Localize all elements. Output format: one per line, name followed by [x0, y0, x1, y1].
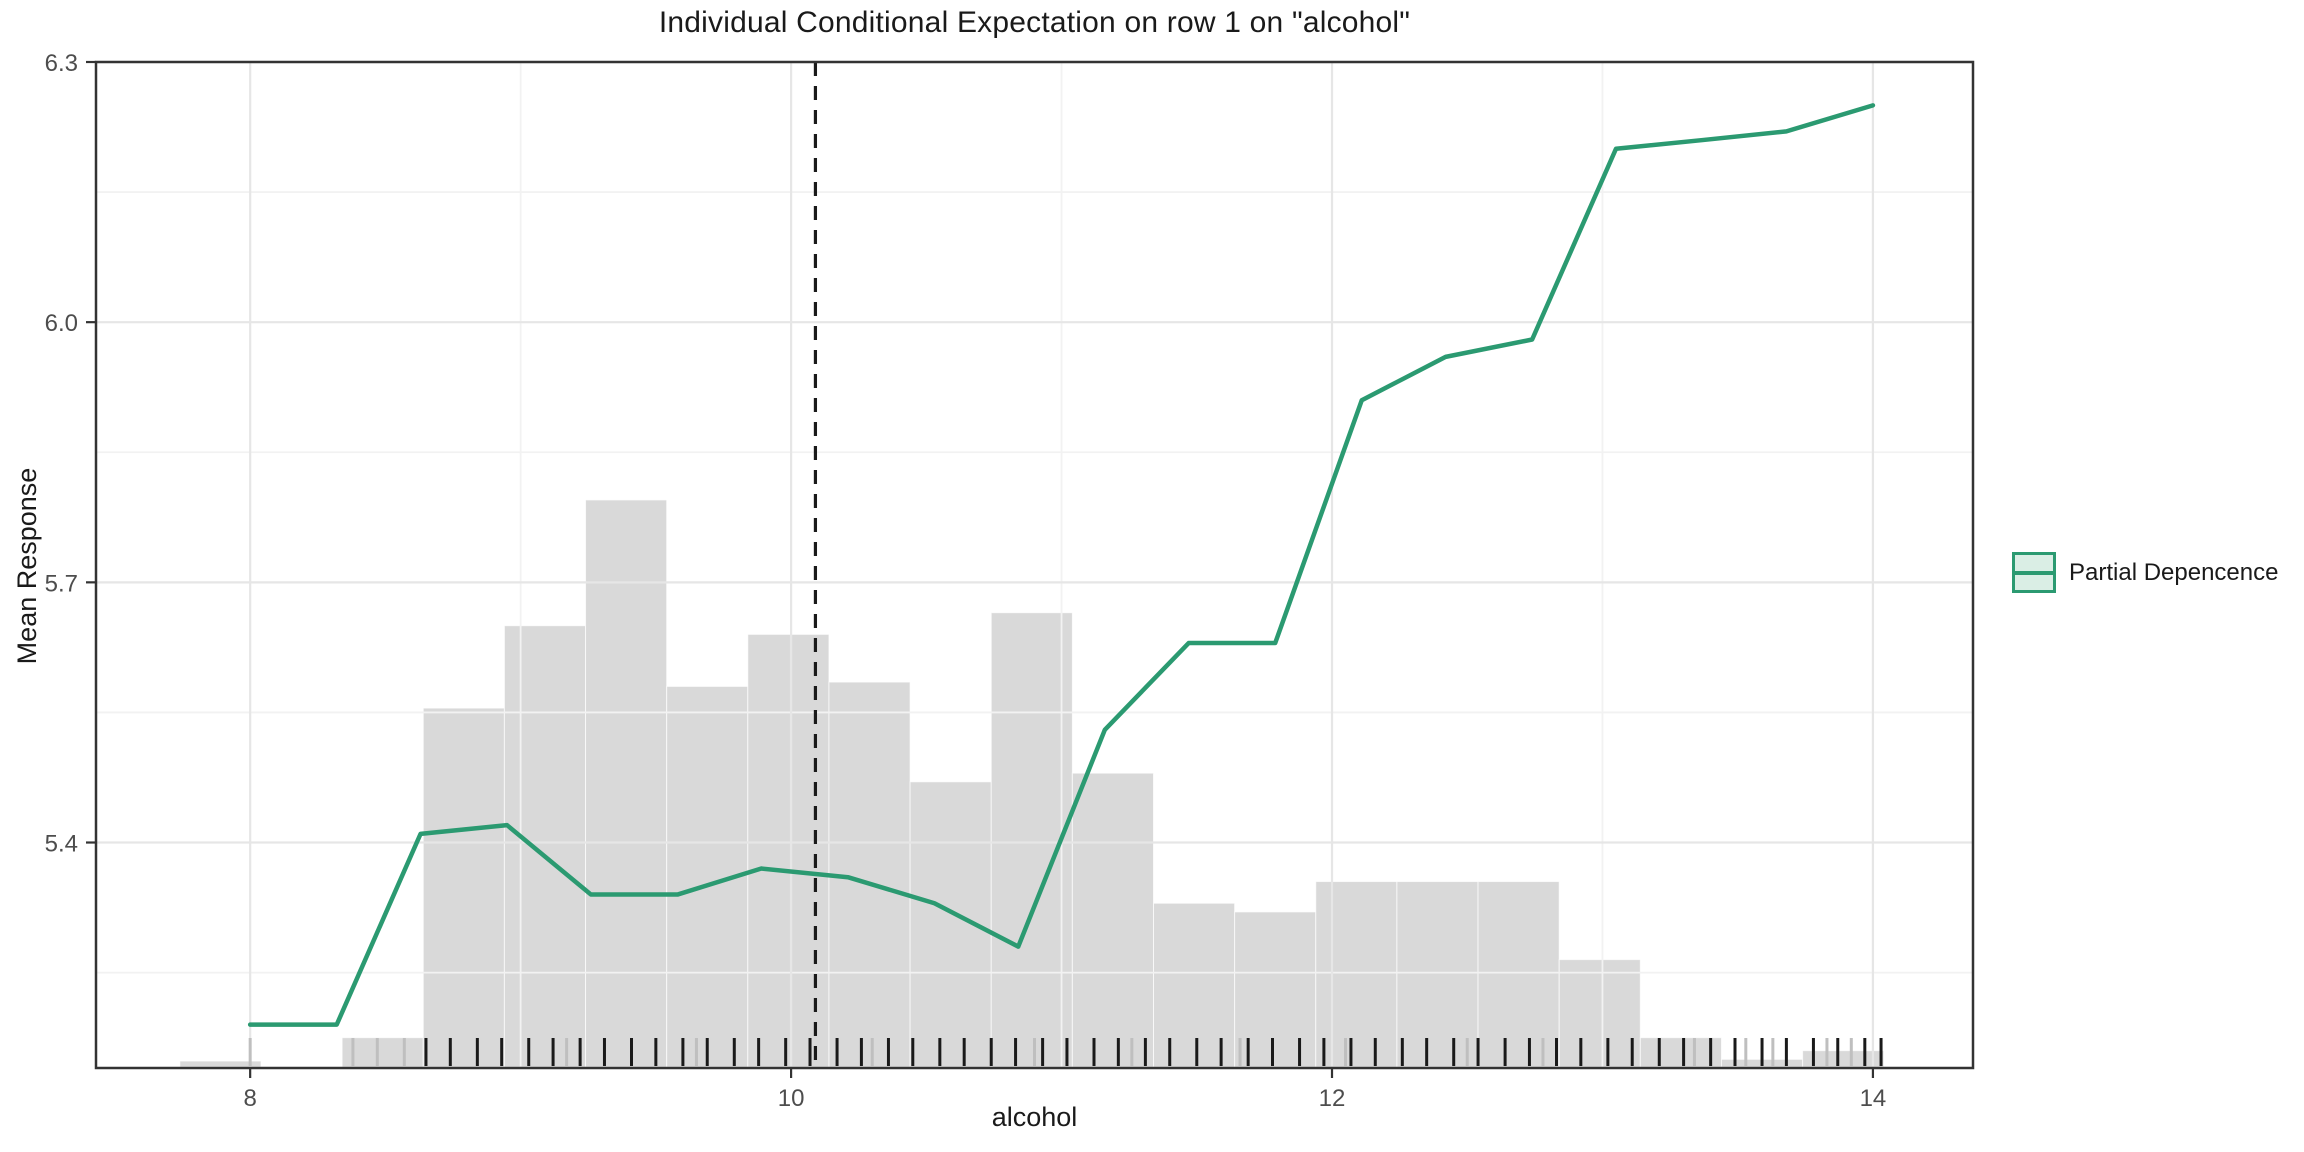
x-tick-label: 8	[243, 1085, 256, 1112]
y-tick-label: 5.7	[45, 570, 78, 597]
histogram-bar	[1477, 881, 1560, 1068]
x-tick-label: 12	[1319, 1085, 1346, 1112]
histogram-bar	[1639, 1037, 1722, 1068]
legend-label: Partial Depencence	[2069, 558, 2279, 586]
panel-border	[94, 60, 1975, 1070]
histogram-bar	[422, 707, 505, 1068]
y-tick-label: 6.3	[45, 50, 78, 77]
histogram-bar	[341, 1037, 424, 1068]
x-axis-title: alcohol	[991, 1102, 1078, 1132]
pdp-line	[247, 103, 1876, 1027]
legend-line-swatch	[2015, 570, 2053, 575]
y-tick-label: 6.0	[45, 310, 78, 337]
histogram-bar	[585, 499, 668, 1068]
histogram-bar	[503, 625, 587, 1068]
histogram-bar	[1396, 881, 1479, 1068]
histogram-bar	[1071, 772, 1155, 1068]
plot-title: Individual Conditional Expectation on ro…	[658, 6, 1411, 39]
histogram-bar	[1558, 959, 1641, 1068]
y-tick-label: 5.4	[45, 831, 78, 858]
x-tick-label: 14	[1860, 1085, 1887, 1112]
histogram-bar	[1315, 881, 1398, 1068]
legend: Partial Depencence	[2012, 552, 2278, 593]
x-tick-label: 10	[778, 1085, 805, 1112]
legend-key-partial-dependence	[2012, 552, 2056, 593]
